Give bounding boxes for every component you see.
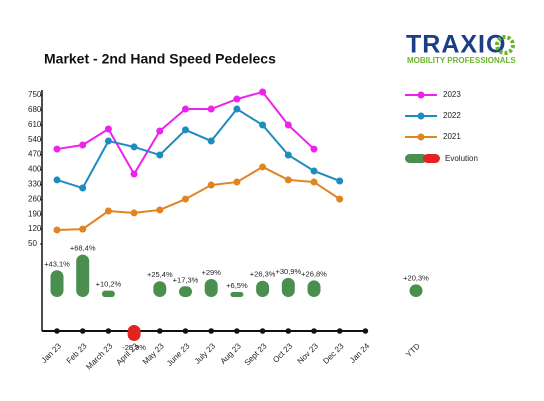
evolution-label: +68,4% [70, 244, 96, 253]
chart-title: Market - 2nd Hand Speed Pedelecs [44, 51, 276, 67]
series-point [207, 137, 215, 145]
series-point [156, 206, 164, 214]
y-tick-label: 50 [28, 239, 37, 248]
evolution-label: +17,3% [173, 275, 199, 284]
y-tick-label: 470 [28, 150, 42, 159]
legend-swatch-dot [417, 133, 425, 141]
legend-label: 2022 [443, 111, 461, 120]
series-point [336, 177, 344, 185]
evolution-label: +6,5% [226, 281, 248, 290]
logo-gear [495, 35, 515, 55]
series-line [56, 165, 341, 231]
legend-swatch-dot [417, 112, 425, 120]
evolution-bar [409, 284, 423, 297]
x-axis-dot [259, 328, 266, 334]
x-axis-dot [336, 328, 343, 334]
y-tick-label: 610 [28, 120, 42, 129]
series-point [284, 151, 292, 159]
evolution-bar [179, 286, 192, 297]
series-point [259, 88, 267, 96]
legend-label: 2023 [443, 90, 461, 99]
series-point [53, 145, 61, 153]
evolution-bar [256, 280, 270, 297]
evolution-bar [281, 277, 295, 297]
y-tick-label: 750 [28, 90, 42, 99]
ytd-label: +20,3% [403, 273, 429, 282]
evolution-label: +29% [201, 268, 221, 277]
evolution-label: +43,1% [44, 259, 70, 268]
series-point [182, 195, 189, 203]
legend-swatch-dot [417, 91, 425, 99]
series-point [53, 226, 61, 234]
series-point [233, 105, 241, 113]
evolution-bar [204, 279, 218, 297]
series-point [207, 181, 215, 189]
series-point [259, 163, 267, 171]
legend-swatch-positive [405, 154, 427, 163]
y-tick-label: 190 [28, 209, 42, 218]
evolution-label: +30,9% [275, 267, 301, 276]
series-point [104, 207, 112, 215]
x-axis-dot [54, 328, 60, 334]
series-point [207, 105, 215, 113]
series-point [156, 127, 164, 135]
y-tick-label: 400 [28, 165, 42, 174]
series-point [284, 176, 292, 184]
evolution-label: +25,4% [147, 270, 173, 279]
series-point [310, 178, 318, 186]
series-point [79, 184, 87, 192]
y-tick-label: 120 [28, 224, 42, 233]
x-axis-dot [234, 328, 240, 334]
series-point [79, 225, 87, 233]
y-tick-label: 680 [28, 105, 42, 114]
legend-swatch-negative [423, 154, 440, 163]
series-point [104, 125, 112, 133]
x-axis-dot [362, 328, 369, 334]
evolution-bar [230, 292, 244, 297]
series-line [56, 107, 341, 190]
series-point [130, 209, 138, 217]
evolution-bar [101, 290, 115, 297]
y-tick-label: 540 [28, 135, 42, 144]
evolution-bar [307, 280, 321, 297]
legend-label: 2021 [443, 132, 461, 141]
series-point [53, 176, 61, 184]
evolution-label: +10,2% [96, 280, 122, 289]
series-point [182, 126, 189, 134]
x-axis-dot [79, 328, 86, 334]
x-axis-dot [208, 328, 214, 334]
logo-name: TRAXIO [406, 31, 506, 59]
series-point [284, 121, 292, 129]
y-tick-label: 330 [28, 180, 42, 189]
series-point [79, 141, 87, 149]
series-point [130, 143, 138, 151]
series-point [259, 121, 267, 129]
evolution-label: -25,9% [122, 343, 146, 352]
series-point [336, 195, 344, 203]
x-axis-dot [157, 328, 163, 334]
series-point [130, 170, 138, 178]
legend-label: Evolution [445, 154, 478, 163]
series-point [104, 137, 112, 145]
evolution-label: +26,8% [301, 269, 327, 278]
evolution-bar [153, 281, 167, 297]
series-point [156, 151, 164, 159]
evolution-bar [76, 254, 90, 297]
y-tick-label: 260 [28, 194, 42, 203]
logo-tagline: MOBILITY PROFESSIONALS [407, 56, 516, 65]
series-point [310, 167, 318, 175]
x-axis-dot [285, 328, 292, 334]
x-axis-dot [182, 328, 189, 334]
evolution-label: +26,3% [250, 270, 276, 279]
x-axis-dot [105, 328, 112, 334]
x-axis-dot [311, 328, 317, 334]
series-point [233, 95, 241, 103]
evolution-bar [50, 270, 64, 297]
evolution-bar [127, 325, 141, 342]
series-point [310, 145, 318, 153]
series-point [233, 178, 241, 186]
series-point [182, 105, 189, 113]
